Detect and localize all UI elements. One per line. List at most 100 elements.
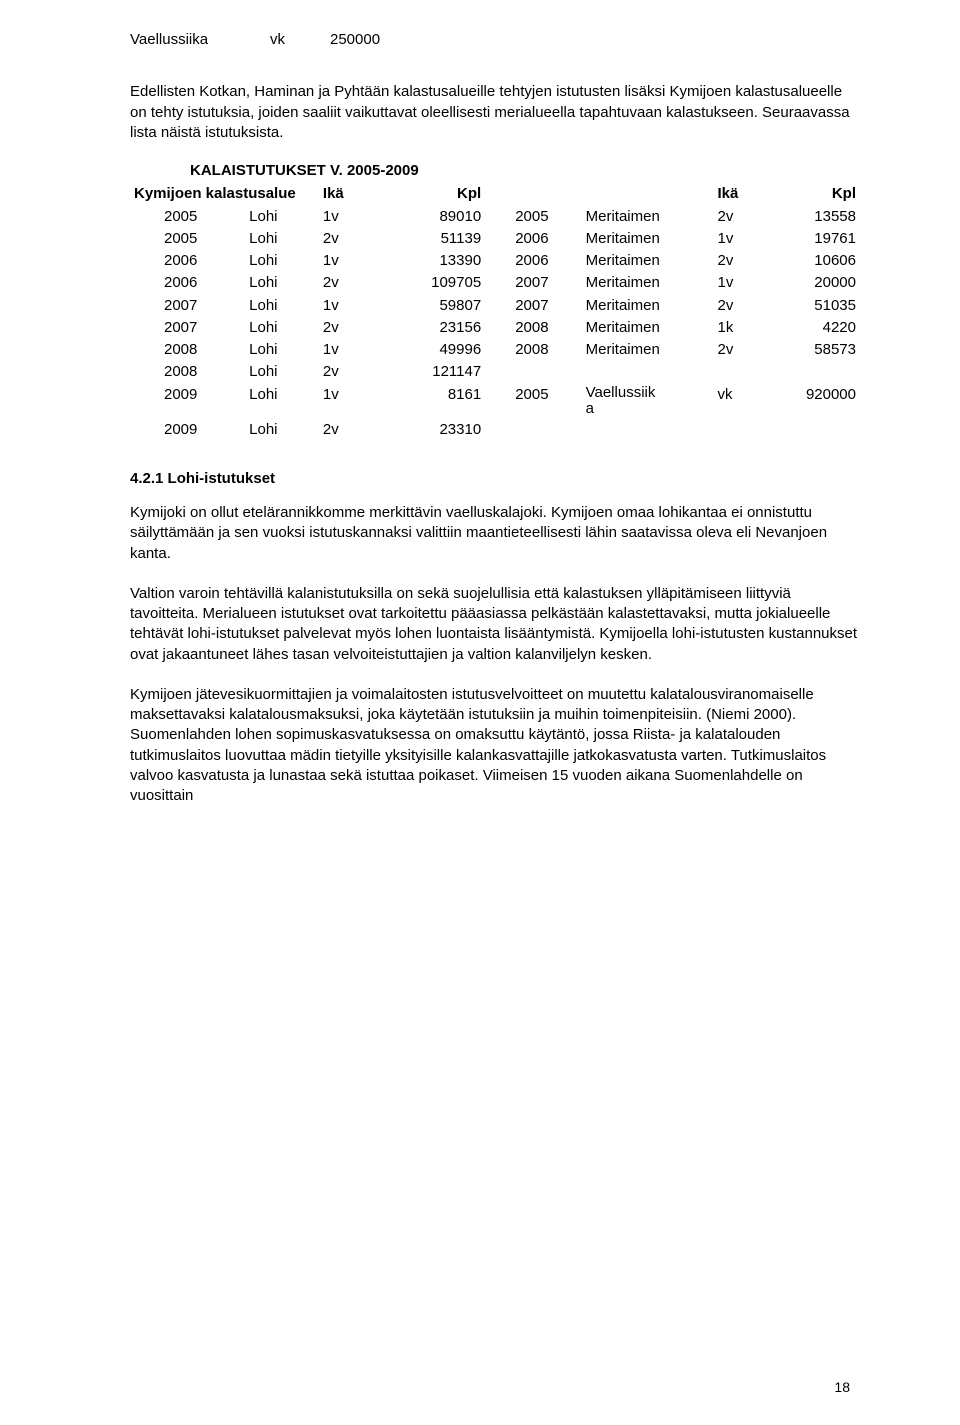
table-row: 2006Lohi2v1097052007Meritaimen1v20000	[130, 272, 860, 294]
cell-year2: 2007	[511, 295, 581, 317]
cell-species2: Meritaimen	[582, 228, 714, 250]
table-subheading: Kymijoen kalastusalue	[130, 183, 319, 205]
cell-year: 2007	[130, 317, 245, 339]
cell-kpl2: 10606	[767, 250, 860, 272]
cell-year2: 2005	[511, 384, 581, 419]
cell-kpl: 59807	[373, 295, 512, 317]
cell-species: Lohi	[245, 250, 319, 272]
cell-species: Lohi	[245, 206, 319, 228]
intro-paragraph: Edellisten Kotkan, Haminan ja Pyhtään ka…	[130, 82, 860, 143]
cell-age: 2v	[319, 419, 373, 441]
paragraph-2: Valtion varoin tehtävillä kalanistutuksi…	[130, 584, 860, 665]
cell-kpl: 89010	[373, 206, 512, 228]
cell-kpl: 23156	[373, 317, 512, 339]
cell-year: 2008	[130, 339, 245, 361]
cell-kpl: 49996	[373, 339, 512, 361]
cell-kpl: 23310	[373, 419, 512, 441]
cell-kpl2: 13558	[767, 206, 860, 228]
cell-species: Lohi	[245, 295, 319, 317]
cell-species2	[582, 419, 714, 441]
table-heading: KALAISTUTUKSET V. 2005-2009	[190, 161, 860, 181]
cell-kpl2: 51035	[767, 295, 860, 317]
cell-age2	[714, 419, 768, 441]
cell-year: 2006	[130, 272, 245, 294]
cell-species2: Meritaimen	[582, 250, 714, 272]
cell-age2: 2v	[714, 339, 768, 361]
cell-species2: Meritaimen	[582, 339, 714, 361]
cell-age2: 1v	[714, 228, 768, 250]
cell-age2: 1v	[714, 272, 768, 294]
cell-age: 1v	[319, 384, 373, 419]
cell-kpl2: 58573	[767, 339, 860, 361]
cell-year2: 2008	[511, 339, 581, 361]
top-age: vk	[270, 30, 330, 50]
cell-year2: 2006	[511, 250, 581, 272]
table-row: 2009Lohi1v81612005Vaellussiikavk920000	[130, 384, 860, 419]
page-number: 18	[834, 1378, 850, 1397]
document-page: Vaellussiika vk 250000 Edellisten Kotkan…	[0, 0, 960, 1425]
cell-species: Lohi	[245, 317, 319, 339]
cell-year2: 2007	[511, 272, 581, 294]
cell-age: 1v	[319, 339, 373, 361]
cell-kpl2: 19761	[767, 228, 860, 250]
cell-year2: 2008	[511, 317, 581, 339]
top-species-row: Vaellussiika vk 250000	[130, 30, 860, 50]
table-row: 2005Lohi1v890102005Meritaimen2v13558	[130, 206, 860, 228]
cell-year2: 2005	[511, 206, 581, 228]
cell-kpl2: 920000	[767, 384, 860, 419]
cell-age: 1v	[319, 206, 373, 228]
stocking-table: Kymijoen kalastusalue Ikä Kpl Ikä Kpl 20…	[130, 183, 860, 441]
cell-age2: 2v	[714, 295, 768, 317]
paragraph-3: Kymijoen jätevesikuormittajien ja voimal…	[130, 685, 860, 807]
cell-kpl2	[767, 361, 860, 383]
cell-year: 2009	[130, 419, 245, 441]
cell-kpl2	[767, 419, 860, 441]
table-row: 2005Lohi2v511392006Meritaimen1v19761	[130, 228, 860, 250]
paragraph-1: Kymijoki on ollut etelärannikkomme merki…	[130, 503, 860, 564]
cell-species2: Meritaimen	[582, 272, 714, 294]
table-row: 2007Lohi1v598072007Meritaimen2v51035	[130, 295, 860, 317]
body-text: Kymijoki on ollut etelärannikkomme merki…	[130, 503, 860, 806]
cell-age: 1v	[319, 295, 373, 317]
cell-age: 2v	[319, 317, 373, 339]
cell-year: 2008	[130, 361, 245, 383]
cell-year: 2005	[130, 228, 245, 250]
section-heading: 4.2.1 Lohi-istutukset	[130, 469, 860, 489]
cell-kpl: 121147	[373, 361, 512, 383]
cell-kpl2: 20000	[767, 272, 860, 294]
cell-species2: Meritaimen	[582, 206, 714, 228]
cell-species: Lohi	[245, 228, 319, 250]
col-kpl-2: Kpl	[767, 183, 860, 205]
table-row: 2008Lohi2v121147	[130, 361, 860, 383]
cell-age: 2v	[319, 272, 373, 294]
cell-kpl: 109705	[373, 272, 512, 294]
table-row: 2009Lohi2v23310	[130, 419, 860, 441]
cell-year: 2005	[130, 206, 245, 228]
table-header-row: Kymijoen kalastusalue Ikä Kpl Ikä Kpl	[130, 183, 860, 205]
cell-year: 2009	[130, 384, 245, 419]
top-count: 250000	[330, 30, 410, 50]
cell-species2: Meritaimen	[582, 317, 714, 339]
cell-species: Lohi	[245, 339, 319, 361]
cell-species2: Meritaimen	[582, 295, 714, 317]
table-row: 2007Lohi2v231562008Meritaimen1k4220	[130, 317, 860, 339]
cell-age2: 2v	[714, 250, 768, 272]
cell-species: Lohi	[245, 272, 319, 294]
cell-species: Lohi	[245, 384, 319, 419]
cell-age2: 2v	[714, 206, 768, 228]
table-row: 2008Lohi1v499962008Meritaimen2v58573	[130, 339, 860, 361]
cell-year2	[511, 361, 581, 383]
cell-age: 2v	[319, 361, 373, 383]
col-ika-1: Ikä	[319, 183, 373, 205]
cell-species: Lohi	[245, 419, 319, 441]
cell-age2	[714, 361, 768, 383]
cell-species2	[582, 361, 714, 383]
cell-kpl: 13390	[373, 250, 512, 272]
cell-year2	[511, 419, 581, 441]
top-species: Vaellussiika	[130, 30, 270, 50]
cell-age: 2v	[319, 228, 373, 250]
cell-age2: vk	[714, 384, 768, 419]
cell-age2: 1k	[714, 317, 768, 339]
cell-age: 1v	[319, 250, 373, 272]
cell-species: Lohi	[245, 361, 319, 383]
